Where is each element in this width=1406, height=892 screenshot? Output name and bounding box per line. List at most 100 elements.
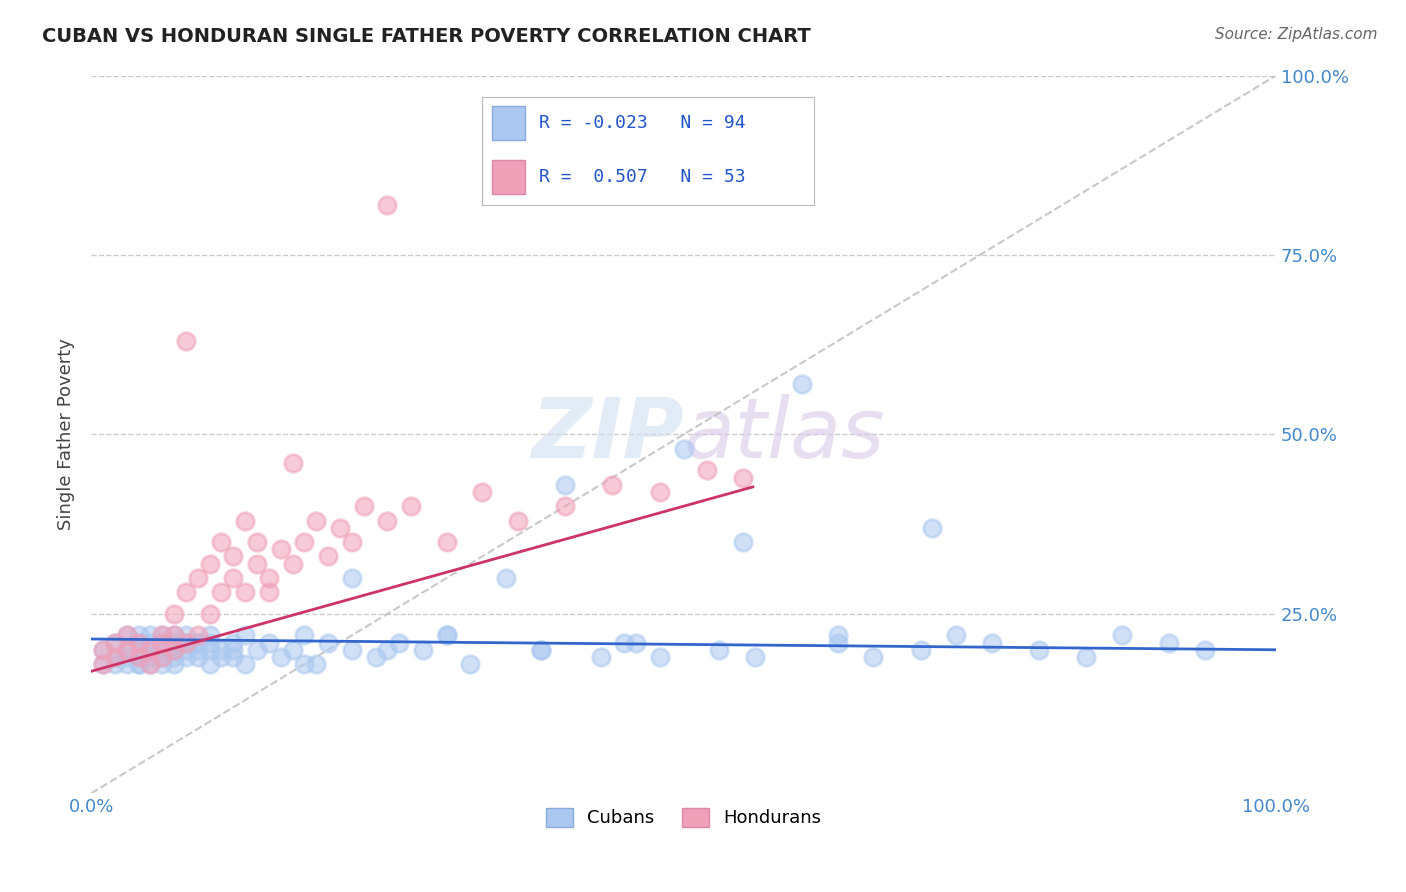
Point xyxy=(128,635,150,649)
Point xyxy=(222,571,245,585)
Point xyxy=(174,642,197,657)
Point xyxy=(270,542,292,557)
Point xyxy=(1076,650,1098,665)
Point xyxy=(128,628,150,642)
Point xyxy=(554,500,576,514)
Point xyxy=(436,628,458,642)
Point xyxy=(862,650,884,665)
Point xyxy=(388,635,411,649)
Point xyxy=(233,628,256,642)
Point xyxy=(827,635,849,649)
Point xyxy=(1111,628,1133,642)
Point xyxy=(104,650,127,665)
Point xyxy=(707,642,730,657)
Point xyxy=(163,642,186,657)
Point xyxy=(150,642,173,657)
Point xyxy=(316,549,339,564)
Point xyxy=(257,585,280,599)
Point xyxy=(602,477,624,491)
Point xyxy=(329,521,352,535)
Point xyxy=(495,571,517,585)
Point xyxy=(233,514,256,528)
Point xyxy=(115,642,138,657)
Point xyxy=(115,642,138,657)
Point xyxy=(1194,642,1216,657)
Point xyxy=(128,635,150,649)
Point xyxy=(281,456,304,470)
Point xyxy=(198,607,221,621)
Point xyxy=(305,657,328,672)
Point xyxy=(150,657,173,672)
Point xyxy=(187,650,209,665)
Point xyxy=(115,628,138,642)
Point xyxy=(316,635,339,649)
Point xyxy=(222,650,245,665)
Point xyxy=(139,657,162,672)
Point xyxy=(1028,642,1050,657)
Point xyxy=(115,657,138,672)
Point xyxy=(187,628,209,642)
Point xyxy=(174,585,197,599)
Point xyxy=(187,571,209,585)
Point xyxy=(554,477,576,491)
Point xyxy=(187,635,209,649)
Point xyxy=(340,571,363,585)
Point xyxy=(174,650,197,665)
Point xyxy=(198,557,221,571)
Point xyxy=(150,635,173,649)
Point xyxy=(163,607,186,621)
Point xyxy=(246,535,269,549)
Point xyxy=(672,442,695,456)
Point xyxy=(945,628,967,642)
Point xyxy=(163,642,186,657)
Point xyxy=(104,635,127,649)
Point xyxy=(353,500,375,514)
Point xyxy=(163,657,186,672)
Point xyxy=(294,628,316,642)
Text: CUBAN VS HONDURAN SINGLE FATHER POVERTY CORRELATION CHART: CUBAN VS HONDURAN SINGLE FATHER POVERTY … xyxy=(42,27,811,45)
Point xyxy=(187,635,209,649)
Point xyxy=(128,642,150,657)
Point xyxy=(731,535,754,549)
Point xyxy=(731,470,754,484)
Point xyxy=(281,557,304,571)
Point xyxy=(174,334,197,348)
Point xyxy=(624,635,647,649)
Point xyxy=(150,628,173,642)
Point xyxy=(198,635,221,649)
Point xyxy=(128,650,150,665)
Point xyxy=(233,585,256,599)
Point xyxy=(436,628,458,642)
Point xyxy=(305,514,328,528)
Point xyxy=(198,657,221,672)
Point xyxy=(233,657,256,672)
Point xyxy=(139,657,162,672)
Point xyxy=(910,642,932,657)
Legend: Cubans, Hondurans: Cubans, Hondurans xyxy=(538,801,828,835)
Point xyxy=(790,377,813,392)
Point xyxy=(198,628,221,642)
Point xyxy=(506,514,529,528)
Point xyxy=(648,650,671,665)
Point xyxy=(150,642,173,657)
Point xyxy=(294,535,316,549)
Text: atlas: atlas xyxy=(683,394,886,475)
Point xyxy=(150,635,173,649)
Point xyxy=(827,628,849,642)
Point xyxy=(246,642,269,657)
Point xyxy=(163,635,186,649)
Point xyxy=(139,650,162,665)
Point xyxy=(139,628,162,642)
Point xyxy=(281,642,304,657)
Point xyxy=(257,571,280,585)
Point xyxy=(613,635,636,649)
Point xyxy=(139,642,162,657)
Point xyxy=(257,635,280,649)
Point xyxy=(530,642,553,657)
Point xyxy=(150,650,173,665)
Point xyxy=(104,650,127,665)
Point xyxy=(115,650,138,665)
Point xyxy=(187,642,209,657)
Point xyxy=(294,657,316,672)
Point xyxy=(589,650,612,665)
